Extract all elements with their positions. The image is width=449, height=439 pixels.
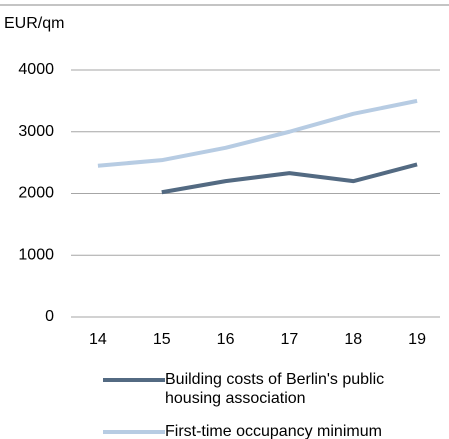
y-tick-label: 1000 — [18, 246, 54, 263]
legend-swatch — [103, 378, 165, 382]
legend-item: First-time occupancy minimum — [103, 422, 425, 439]
y-tick-label: 0 — [45, 308, 54, 325]
x-tick-label: 19 — [408, 331, 426, 348]
data-line — [161, 162, 418, 195]
legend-label: First-time occupancy minimum — [165, 423, 382, 439]
legend-label: Building costs of Berlin's public housin… — [165, 371, 385, 407]
x-tick-label: 14 — [89, 331, 107, 348]
legend-item: Building costs of Berlin's public housin… — [103, 370, 425, 408]
x-tick-label: 15 — [153, 331, 171, 348]
y-tick-label: 2000 — [18, 185, 54, 202]
x-tick-label: 18 — [344, 331, 362, 348]
legend-swatch — [103, 430, 165, 434]
y-tick-label: 4000 — [18, 61, 54, 78]
data-line — [97, 98, 418, 168]
y-axis-label: EUR/qm — [4, 15, 64, 32]
y-tick-label: 3000 — [18, 123, 54, 140]
x-tick-label: 17 — [281, 331, 299, 348]
x-tick-label: 16 — [217, 331, 235, 348]
